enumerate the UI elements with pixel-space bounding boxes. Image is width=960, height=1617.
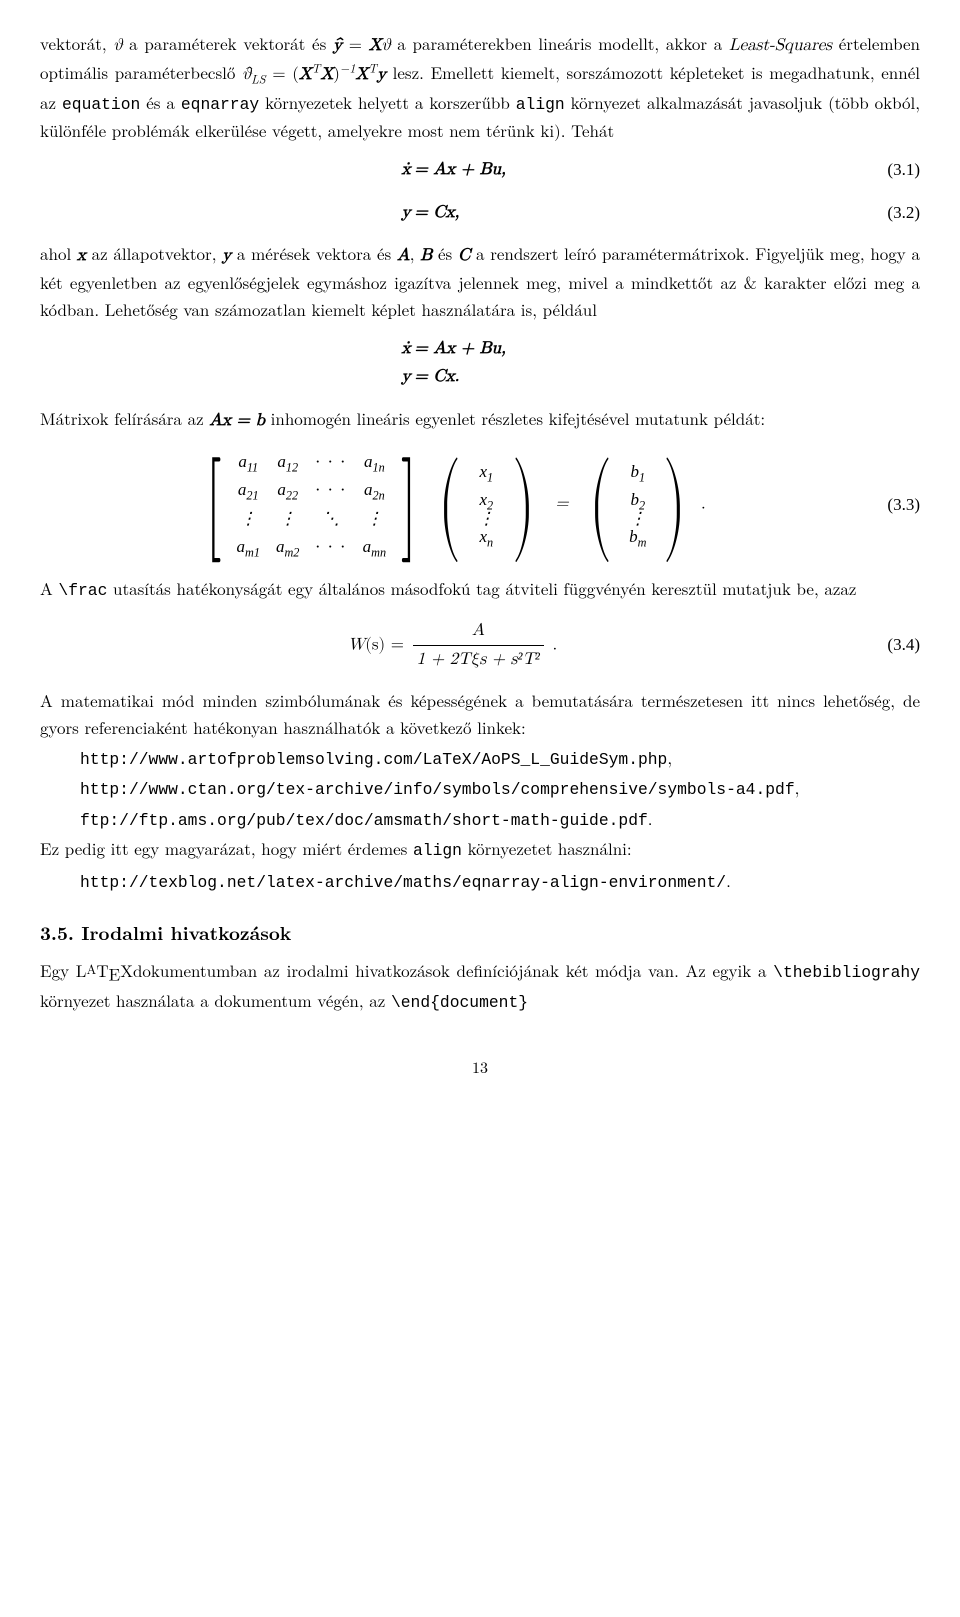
- vector-x: ( x1 x2 ⋮ xn ): [429, 458, 544, 552]
- equation-number: (3.1): [865, 157, 920, 183]
- equation-3-1: ẋ = Ax + Bu, (3.1): [40, 155, 920, 185]
- vector-b: ( b1 b2 ⋮ bm ): [580, 458, 695, 552]
- equation-3-3: [ a11 a12 · · · a1n a21 a22 · · · a2n ⋮ …: [40, 448, 920, 561]
- paragraph-1: vektorát, ϑ a paraméterek vektorát és ŷ …: [40, 30, 920, 143]
- link-line: ftp://ftp.ams.org/pub/tex/doc/amsmath/sh…: [40, 805, 920, 833]
- equation-3-4: W(s) = A 1 + 2Tξs + s²T² . (3.4): [40, 618, 920, 674]
- equation-number: (3.4): [865, 632, 920, 658]
- equation-number: (3.2): [865, 200, 920, 226]
- link-line: http://texblog.net/latex-archive/maths/e…: [40, 867, 920, 895]
- link-line: http://www.artofproblemsolving.com/LaTeX…: [40, 744, 920, 772]
- section-heading: 3.5. Irodalmi hivatkozások: [40, 918, 920, 947]
- equation-unnumbered-1: ẋ = Ax + Bu, y = Cx.: [40, 334, 920, 393]
- page-number: 13: [40, 1055, 920, 1080]
- paragraph-4: A \frac utasítás hatékonyságát egy által…: [40, 575, 920, 603]
- matrix-a: [ a11 a12 · · · a1n a21 a22 · · · a2n ⋮ …: [199, 448, 423, 561]
- paragraph-3: Mátrixok felírására az Ax = b inhomogén …: [40, 405, 920, 434]
- paragraph-2: ahol x az állapotvektor, y a mérések vek…: [40, 240, 920, 322]
- equation-number: (3.3): [865, 492, 920, 518]
- link-line: http://www.ctan.org/tex-archive/info/sym…: [40, 774, 920, 802]
- equation-3-2: y = Cx, (3.2): [40, 198, 920, 228]
- paragraph-6: Ez pedig itt egy magyarázat, hogy miért …: [40, 835, 920, 863]
- paragraph-5: A matematikai mód minden szimbólumának é…: [40, 687, 920, 740]
- paragraph-7: Egy LATEXdokumentumban az irodalmi hivat…: [40, 957, 920, 1015]
